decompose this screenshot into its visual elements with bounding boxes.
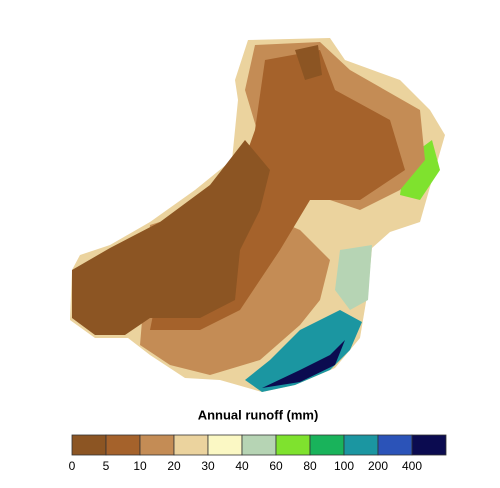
map-region [295,45,322,80]
legend-swatch [411,434,447,456]
legend-swatch [241,434,277,456]
legend-swatch [139,434,175,456]
legend-swatch [377,434,413,456]
legend-swatch [309,434,345,456]
legend-title: Annual runoff (mm) [198,407,319,422]
legend-label: 0 [69,459,76,473]
legend-label: 40 [235,459,249,473]
legend-label: 400 [402,459,422,473]
map-region [262,340,345,388]
legend-label: 20 [167,459,181,473]
legend-swatch [105,434,141,456]
legend-label: 10 [133,459,147,473]
legend-label: 30 [201,459,215,473]
legend-label: 60 [269,459,283,473]
map-region [245,310,362,392]
legend-swatch [275,434,311,456]
legend-label: 100 [334,459,354,473]
legend-swatch [343,434,379,456]
legend-swatch [71,434,107,456]
map-region [72,140,270,335]
legend-swatch [207,434,243,456]
legend: 0 5 10 20 30 40 60 80 100 200 400 [69,434,447,473]
legend-label: 5 [103,459,110,473]
legend-label: 80 [303,459,317,473]
runoff-map [70,38,445,392]
legend-label: 200 [368,459,388,473]
legend-swatch [173,434,209,456]
map-region [400,140,440,200]
map-region [335,245,372,310]
